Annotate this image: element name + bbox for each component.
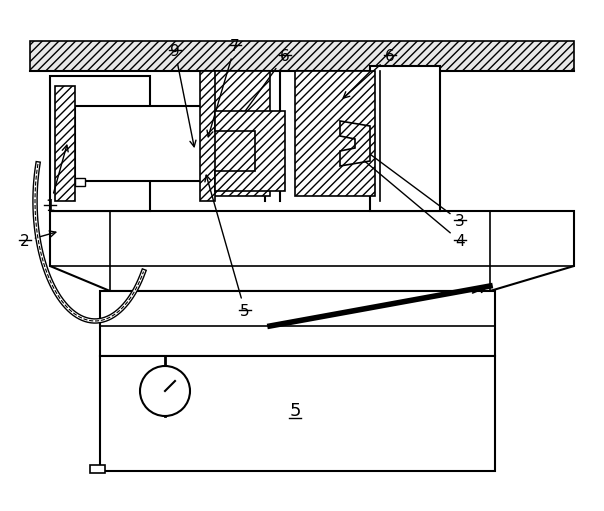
Bar: [100, 291, 495, 356]
Bar: [100, 356, 495, 471]
Bar: [50, 76, 150, 211]
Bar: [370, 66, 440, 211]
Bar: [75, 178, 85, 186]
Bar: [210, 71, 270, 196]
Bar: [30, 41, 574, 71]
Text: 3: 3: [359, 146, 465, 228]
Polygon shape: [50, 211, 574, 291]
Text: 6: 6: [240, 49, 290, 118]
Bar: [200, 71, 215, 201]
Bar: [295, 71, 375, 196]
Text: 2: 2: [20, 231, 56, 248]
Text: 5: 5: [289, 402, 301, 420]
Bar: [75, 106, 205, 181]
Text: 6: 6: [343, 49, 395, 98]
Text: 4: 4: [358, 156, 465, 248]
Polygon shape: [215, 111, 285, 191]
Bar: [55, 86, 75, 201]
Polygon shape: [340, 121, 370, 166]
Text: 1: 1: [45, 145, 68, 214]
Bar: [90, 465, 105, 473]
Text: 5: 5: [205, 175, 250, 318]
Text: 9: 9: [170, 43, 196, 147]
Text: 7: 7: [207, 38, 240, 137]
Circle shape: [140, 366, 190, 416]
